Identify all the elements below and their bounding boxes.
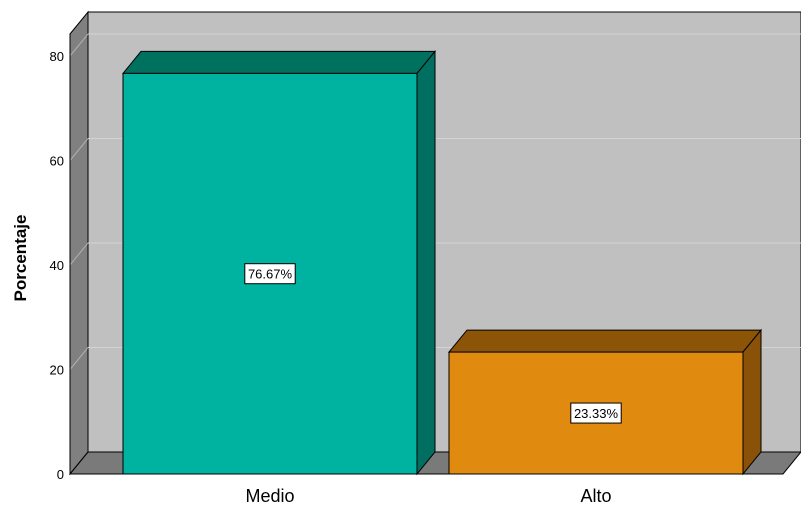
data-label-box bbox=[570, 402, 622, 424]
gridline-side bbox=[69, 347, 89, 370]
chart-side-wall bbox=[69, 10, 89, 476]
bar-side-face bbox=[416, 49, 436, 476]
bar-medio: 76.67% bbox=[121, 49, 437, 476]
y-tick-label-60: 60 bbox=[50, 154, 64, 169]
y-axis-title: Porcentaje bbox=[11, 215, 30, 302]
gridline-side bbox=[69, 242, 89, 266]
data-label: 23.33% bbox=[574, 406, 619, 421]
y-tick-label-80: 80 bbox=[50, 49, 64, 64]
bar-alto: 23.33% bbox=[447, 328, 763, 476]
data-label: 76.67% bbox=[248, 267, 293, 282]
data-label-box bbox=[244, 263, 296, 285]
x-category-label-alto: Alto bbox=[580, 486, 611, 506]
bars: 76.67% 23.33% bbox=[121, 49, 763, 476]
y-tick-label-0: 0 bbox=[57, 467, 64, 482]
bar-top-face bbox=[447, 329, 763, 353]
y-tick-label-20: 20 bbox=[50, 363, 64, 378]
x-category-label-medio: Medio bbox=[245, 486, 294, 506]
y-axis: 0 20 40 60 80 bbox=[50, 34, 71, 482]
y-tick-label-40: 40 bbox=[50, 258, 64, 273]
bar-side-face bbox=[742, 328, 762, 476]
gridline-side bbox=[69, 33, 89, 57]
bar-top-face bbox=[121, 50, 437, 74]
gridline-side bbox=[69, 138, 89, 161]
